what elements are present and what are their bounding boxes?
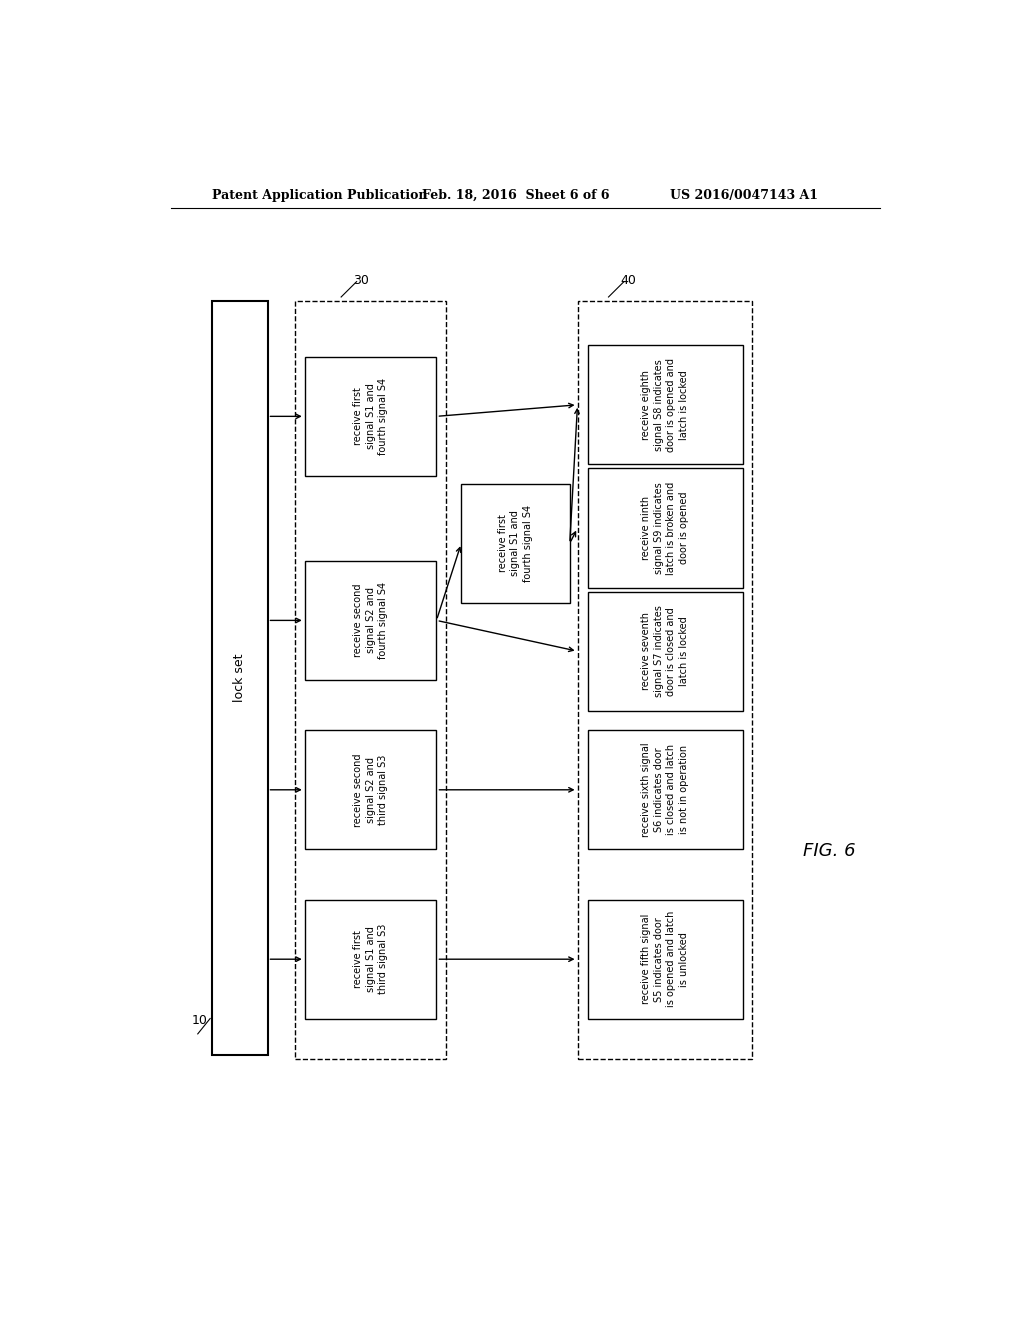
Bar — [588, 730, 742, 850]
Text: 40: 40 — [621, 275, 636, 286]
Bar — [578, 301, 752, 1059]
Bar — [588, 469, 742, 587]
Bar — [305, 899, 436, 1019]
Text: receive first
signal S1 and
fourth signal S4: receive first signal S1 and fourth signa… — [353, 378, 388, 455]
Text: US 2016/0047143 A1: US 2016/0047143 A1 — [671, 189, 818, 202]
Bar — [305, 730, 436, 850]
Bar — [212, 301, 267, 1056]
Text: receive second
signal S2 and
fourth signal S4: receive second signal S2 and fourth sign… — [353, 582, 388, 659]
Bar — [461, 483, 569, 603]
Text: receive first
signal S1 and
third signal S3: receive first signal S1 and third signal… — [353, 924, 388, 994]
Text: Patent Application Publication: Patent Application Publication — [212, 189, 427, 202]
Bar — [295, 301, 445, 1059]
Bar — [588, 899, 742, 1019]
Text: Feb. 18, 2016  Sheet 6 of 6: Feb. 18, 2016 Sheet 6 of 6 — [423, 189, 610, 202]
Text: 10: 10 — [191, 1014, 208, 1027]
Bar — [588, 591, 742, 711]
Text: receive sixth signal
S6 indicates door
is closed and latch
is not in operation: receive sixth signal S6 indicates door i… — [641, 742, 689, 837]
Text: 30: 30 — [352, 275, 369, 286]
Bar — [305, 356, 436, 477]
Text: lock set: lock set — [233, 653, 246, 702]
Bar — [588, 345, 742, 465]
Text: receive fifth signal
S5 indicates door
is opened and latch
is unlocked: receive fifth signal S5 indicates door i… — [641, 911, 689, 1007]
Text: receive eighth
signal S8 indicates
door is opened and
latch is locked: receive eighth signal S8 indicates door … — [641, 358, 689, 451]
Text: receive ninth
signal S9 indicates
latch is broken and
door is opened: receive ninth signal S9 indicates latch … — [641, 482, 689, 574]
Text: receive seventh
signal S7 indicates
door is closed and
latch is locked: receive seventh signal S7 indicates door… — [641, 606, 689, 697]
Bar — [305, 561, 436, 680]
Text: receive first
signal S1 and
fourth signal S4: receive first signal S1 and fourth signa… — [498, 504, 534, 582]
Text: FIG. 6: FIG. 6 — [803, 842, 856, 861]
Text: receive second
signal S2 and
third signal S3: receive second signal S2 and third signa… — [353, 752, 388, 826]
